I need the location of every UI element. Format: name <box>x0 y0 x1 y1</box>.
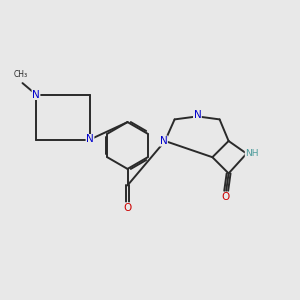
Text: CH₃: CH₃ <box>14 70 28 79</box>
Text: N: N <box>160 136 167 146</box>
Text: N: N <box>86 134 94 145</box>
Text: NH: NH <box>245 149 259 158</box>
Text: N: N <box>194 110 201 120</box>
Text: N: N <box>32 89 40 100</box>
Text: O: O <box>221 192 230 203</box>
Text: O: O <box>123 203 132 213</box>
